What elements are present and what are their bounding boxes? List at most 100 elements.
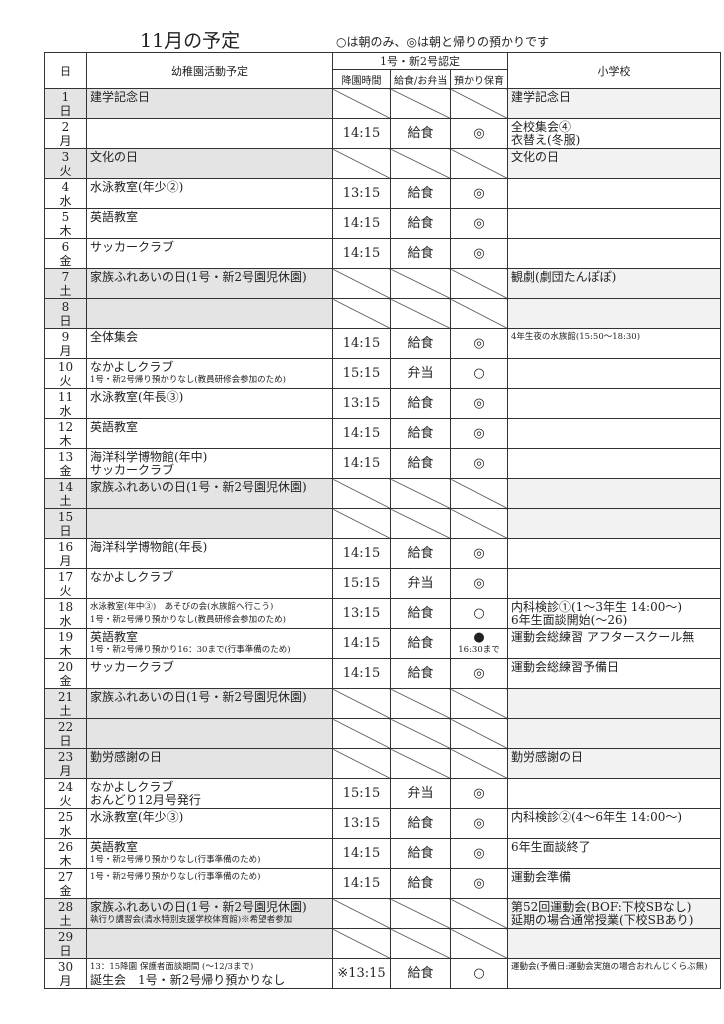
day-number: 21 — [57, 689, 74, 704]
time: 14:15 — [342, 126, 381, 141]
lunch: 給食 — [407, 216, 434, 231]
care-cell: ◎ — [450, 238, 508, 269]
row: 30 月 13：15降園 保護者面談期間 (〜12/3まで) 誕生会 1号・新2号帰り… — [44, 958, 721, 989]
care-cell — [450, 88, 508, 119]
row: 5 木英語教室 14:15 給食 ◎ — [44, 208, 721, 239]
care: ◎ — [473, 816, 485, 831]
school-cell — [507, 568, 721, 599]
time: 14:15 — [342, 546, 381, 561]
row: 10 火なかよしクラブ 1号・新2号帰り預かりなし(教員研修会参加のため) 15:15… — [44, 358, 721, 389]
care-cell — [450, 748, 508, 779]
activity-cell: 水泳教室(年少③) — [86, 808, 333, 839]
weekday: 水 — [59, 613, 72, 628]
lunch-cell — [390, 298, 451, 329]
care: 16:30まで — [458, 644, 500, 655]
time-cell — [332, 478, 391, 509]
day-cell: 18 水 — [44, 598, 87, 629]
row: 3 火文化の日 文化の日 — [44, 148, 721, 179]
care: ◎ — [473, 786, 485, 801]
cell-line: 6年生面談終了 — [511, 840, 591, 854]
cell-line: 1号・新2号帰り預かりなし(教員研修会参加のため) — [90, 375, 286, 385]
row: 18 水水泳教室(年中③) あそびの会(水族館へ行こう) 1号・新2号帰り預かりなし… — [44, 598, 721, 629]
cell-line: 家族ふれあいの日(1号・新2号園児休園) — [90, 480, 307, 494]
care-cell — [450, 268, 508, 299]
care: ◎ — [473, 246, 485, 261]
row: 9 月全体集会 14:15 給食 ◎ 4年生夜の水族館(15:50〜18:30) — [44, 328, 721, 359]
day-number: 5 — [61, 209, 70, 224]
activity-cell: 家族ふれあいの日(1号・新2号園児休園) — [86, 688, 333, 719]
time: 14:15 — [342, 246, 381, 261]
day-number: 29 — [57, 929, 74, 944]
day-cell: 10 火 — [44, 358, 87, 389]
time-cell: 14:15 — [332, 118, 391, 149]
care: ◎ — [473, 846, 485, 861]
care-cell: ◎ — [450, 388, 508, 419]
day-cell: 28 土 — [44, 898, 87, 929]
time: 15:15 — [342, 786, 381, 801]
weekday: 金 — [59, 253, 72, 268]
row: 7 土家族ふれあいの日(1号・新2号園児休園) 観劇(劇団たんぽぽ) — [44, 268, 721, 299]
cell-line: 英語教室 — [90, 420, 139, 434]
lunch: 弁当 — [407, 366, 434, 381]
activity-cell: 水泳教室(年少②) — [86, 178, 333, 209]
time: 14:15 — [342, 426, 381, 441]
time: 13:15 — [342, 396, 381, 411]
school-cell: 6年生面談終了 — [507, 838, 721, 869]
time-cell: 15:15 — [332, 778, 391, 809]
cell-line: 衣替え(冬服) — [511, 133, 581, 147]
activity-cell: 13：15降園 保護者面談期間 (〜12/3まで) 誕生会 1号・新2号帰り預かり… — [86, 958, 333, 989]
cell-line: 水泳教室(年長③) — [90, 390, 184, 404]
time: 14:15 — [342, 846, 381, 861]
care: ◎ — [473, 336, 485, 351]
care-cell: ◎ — [450, 568, 508, 599]
lunch-cell — [390, 268, 451, 299]
row: 22 日 — [44, 718, 721, 749]
weekday: 日 — [59, 103, 72, 118]
care-cell — [450, 148, 508, 179]
weekday: 木 — [59, 433, 72, 448]
cell-line: 家族ふれあいの日(1号・新2号園児休園) — [90, 270, 307, 284]
day-number: 13 — [57, 449, 74, 464]
row: 16 月海洋科学博物館(年長) 14:15 給食 ◎ — [44, 538, 721, 569]
row: 23 月勤労感謝の日 勤労感謝の日 — [44, 748, 721, 779]
care-cell — [450, 298, 508, 329]
time: 14:15 — [342, 876, 381, 891]
weekday: 日 — [59, 733, 72, 748]
row: 6 金サッカークラブ 14:15 給食 ◎ — [44, 238, 721, 269]
lunch-cell: 給食 — [390, 448, 451, 479]
weekday: 火 — [59, 583, 72, 598]
cell-line: 延期の場合通常授業(下校SBあり) — [511, 913, 694, 927]
time-cell: 15:15 — [332, 358, 391, 389]
day-number: 17 — [57, 569, 74, 584]
day-cell: 26 木 — [44, 838, 87, 869]
weekday: 日 — [59, 943, 72, 958]
lunch-cell: 給食 — [390, 118, 451, 149]
day-number: 27 — [57, 869, 74, 884]
day-cell: 20 金 — [44, 658, 87, 689]
time-cell: 14:15 — [332, 628, 391, 659]
time-cell — [332, 268, 391, 299]
school-cell — [507, 688, 721, 719]
school-cell — [507, 448, 721, 479]
time: 14:15 — [342, 636, 381, 651]
school-cell: 観劇(劇団たんぽぽ) — [507, 268, 721, 299]
header-cell: 預かり保育 — [450, 69, 508, 89]
lunch-cell — [390, 88, 451, 119]
cell-line: サッカークラブ — [90, 463, 175, 477]
row: 26 木英語教室 1号・新2号帰り預かりなし(行事準備のため) 14:15 給食 ◎ 6年生… — [44, 838, 721, 869]
weekday: 月 — [59, 763, 72, 778]
activity-cell — [86, 718, 333, 749]
activity-cell: 海洋科学博物館(年中) サッカークラブ — [86, 448, 333, 479]
day-cell: 22 日 — [44, 718, 87, 749]
care: ◎ — [473, 456, 485, 471]
cell-line: 英語教室 — [90, 840, 139, 854]
weekday: 土 — [59, 493, 72, 508]
lunch-cell — [390, 928, 451, 959]
lunch-cell: 給食 — [390, 838, 451, 869]
school-cell — [507, 238, 721, 269]
care: ◎ — [473, 546, 485, 561]
weekday: 火 — [59, 793, 72, 808]
